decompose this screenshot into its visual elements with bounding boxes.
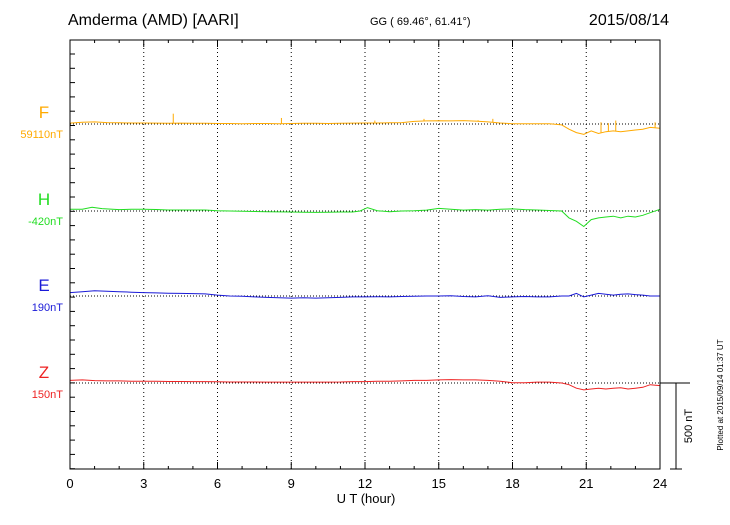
scale-bar-label: 500 nT — [683, 409, 695, 444]
series-h-name: H — [38, 190, 50, 209]
series-z-baseline-label: 150nT — [32, 389, 63, 401]
series-f-line — [69, 120, 661, 135]
plotted-timestamp: Plotted at 2015/09/14 01:37 UT — [716, 339, 725, 450]
x-tick-label-6: 6 — [214, 476, 221, 491]
series-h-line — [70, 206, 661, 228]
series-e-line — [69, 290, 660, 299]
series-e-name: E — [38, 276, 49, 295]
grid — [70, 40, 660, 469]
scale-bar: 500 nT — [660, 382, 695, 470]
series-z-name: Z — [39, 363, 49, 382]
x-axis-title: U T (hour) — [337, 491, 396, 506]
date-label: 2015/08/14 — [589, 12, 669, 29]
series-h-baseline-label: -420nT — [28, 216, 63, 228]
station-coordinates: GG ( 69.46°, 61.41°) — [370, 16, 471, 28]
series-f-baseline-label: 59110nT — [20, 129, 63, 141]
x-tick-label-15: 15 — [432, 476, 446, 491]
x-tick-label-18: 18 — [505, 476, 519, 491]
x-tick-label-21: 21 — [579, 476, 593, 491]
x-tick-label-12: 12 — [358, 476, 372, 491]
series-z-line — [69, 379, 661, 391]
series-e-baseline-label: 190nT — [32, 302, 63, 314]
series-f-name: F — [39, 103, 49, 122]
series-layer: F 59110nT H -420nT E 190nT Z 150nT — [20, 103, 661, 401]
x-tick-label-9: 9 — [288, 476, 295, 491]
x-tick-label-0: 0 — [66, 476, 73, 491]
x-tick-label-3: 3 — [140, 476, 147, 491]
station-title: Amderma (AMD) [AARI] — [68, 12, 239, 29]
x-tick-label-24: 24 — [653, 476, 667, 491]
axis-layer: 0 3 6 9 12 15 18 21 24 — [66, 39, 667, 491]
